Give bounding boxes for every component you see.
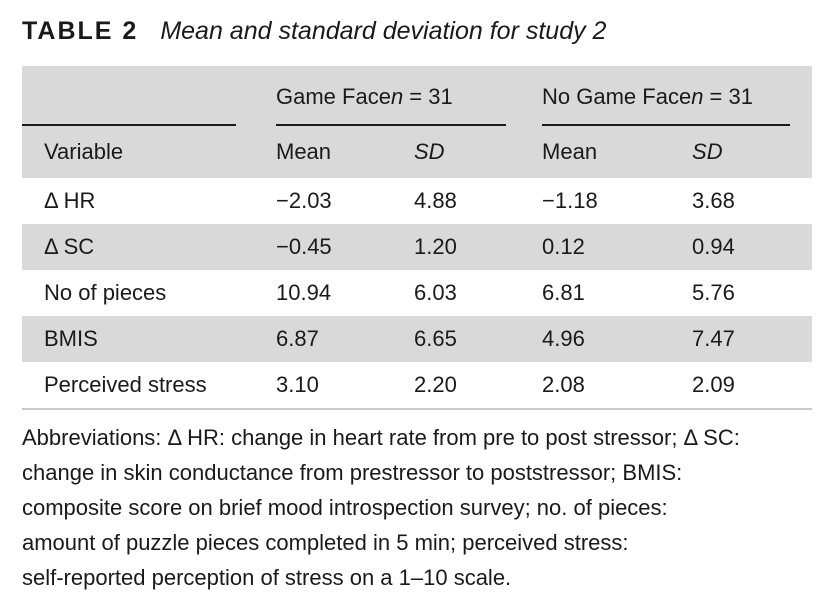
table-row: Perceived stress 3.10 2.20 2.08 2.09 (22, 362, 813, 410)
group-header-game-face: Game Facen = 31 (254, 66, 521, 124)
group-name: No Game Face (542, 84, 692, 109)
header-rule-game-face (276, 124, 507, 126)
table-row: No of pieces 10.94 6.03 6.81 5.76 (22, 270, 812, 316)
cell-nogame-sd: 0.94 (670, 224, 813, 270)
group-header-empty (22, 66, 254, 124)
group-n-value: = 31 (403, 84, 453, 109)
cell-game-sd: 4.88 (414, 188, 457, 213)
data-table: Game Facen = 31 No Game Facen = 31 Varia… (22, 66, 813, 410)
cell-nogame-mean: 6.81 (542, 280, 585, 305)
cell-game-mean: 3.10 (254, 362, 392, 410)
cell-nogame-mean: 2.08 (520, 362, 671, 410)
group-n-label: n (390, 84, 404, 109)
footnote-line: amount of puzzle pieces completed in 5 m… (22, 530, 629, 555)
data-table-container: Game Facen = 31 No Game Facen = 31 Varia… (22, 66, 813, 410)
footnote-line: composite score on brief mood introspect… (22, 495, 668, 520)
cell-game-mean: 6.87 (254, 316, 392, 362)
cell-variable: Δ HR (44, 188, 96, 213)
cell-game-sd: 2.20 (392, 362, 521, 410)
header-rule-variable (22, 124, 236, 126)
cell-variable: No of pieces (44, 280, 167, 305)
table-title: Mean and standard deviation for study 2 (160, 17, 607, 45)
footnote-line: change in skin conductance from prestres… (22, 460, 683, 485)
cell-variable: Δ SC (22, 224, 254, 270)
cell-nogame-sd: 2.09 (670, 362, 813, 410)
column-header-nogame-sd: SD (670, 126, 813, 178)
cell-nogame-sd: 5.76 (692, 280, 735, 305)
cell-nogame-sd: 3.68 (692, 188, 735, 213)
cell-nogame-mean: 4.96 (520, 316, 671, 362)
header-rule-row (22, 124, 813, 126)
group-header-no-game-face: No Game Facen = 31 (520, 66, 813, 124)
table-label: TABLE 2 (22, 17, 139, 45)
column-header-nogame-mean: Mean (520, 126, 671, 178)
table-row: Δ HR −2.03 4.88 −1.18 3.68 (22, 178, 812, 224)
column-header-game-mean: Mean (254, 126, 392, 178)
cell-nogame-mean: −1.18 (542, 188, 598, 213)
group-n-value: = 31 (703, 84, 753, 109)
cell-game-mean: 10.94 (276, 280, 332, 305)
footnote-line: Abbreviations: Δ HR: change in heart rat… (22, 425, 740, 450)
cell-game-sd: 6.65 (392, 316, 521, 362)
cell-game-sd: 1.20 (392, 224, 521, 270)
header-rule-no-game-face (542, 124, 791, 126)
group-n-label: n (691, 84, 704, 109)
table-row: BMIS 6.87 6.65 4.96 7.47 (22, 316, 813, 362)
cell-game-mean: −0.45 (254, 224, 392, 270)
cell-game-sd: 6.03 (414, 280, 457, 305)
footnote-line: self-reported perception of stress on a … (22, 565, 512, 590)
cell-nogame-mean: 0.12 (520, 224, 671, 270)
group-name: Game Face (276, 84, 391, 109)
column-header-game-sd: SD (392, 126, 521, 178)
cell-nogame-sd: 7.47 (670, 316, 813, 362)
group-header-row: Game Facen = 31 No Game Facen = 31 (22, 66, 813, 124)
table-caption: TABLE 2 Mean and standard deviation for s… (22, 17, 606, 46)
cell-game-mean: −2.03 (276, 188, 332, 213)
column-header-row: Variable Mean SD Mean SD (22, 126, 813, 178)
table-row: Δ SC −0.45 1.20 0.12 0.94 (22, 224, 813, 270)
cell-variable: Perceived stress (22, 362, 254, 410)
column-header-variable: Variable (22, 126, 254, 178)
table-footnote: Abbreviations: Δ HR: change in heart rat… (22, 420, 817, 595)
cell-variable: BMIS (22, 316, 254, 362)
